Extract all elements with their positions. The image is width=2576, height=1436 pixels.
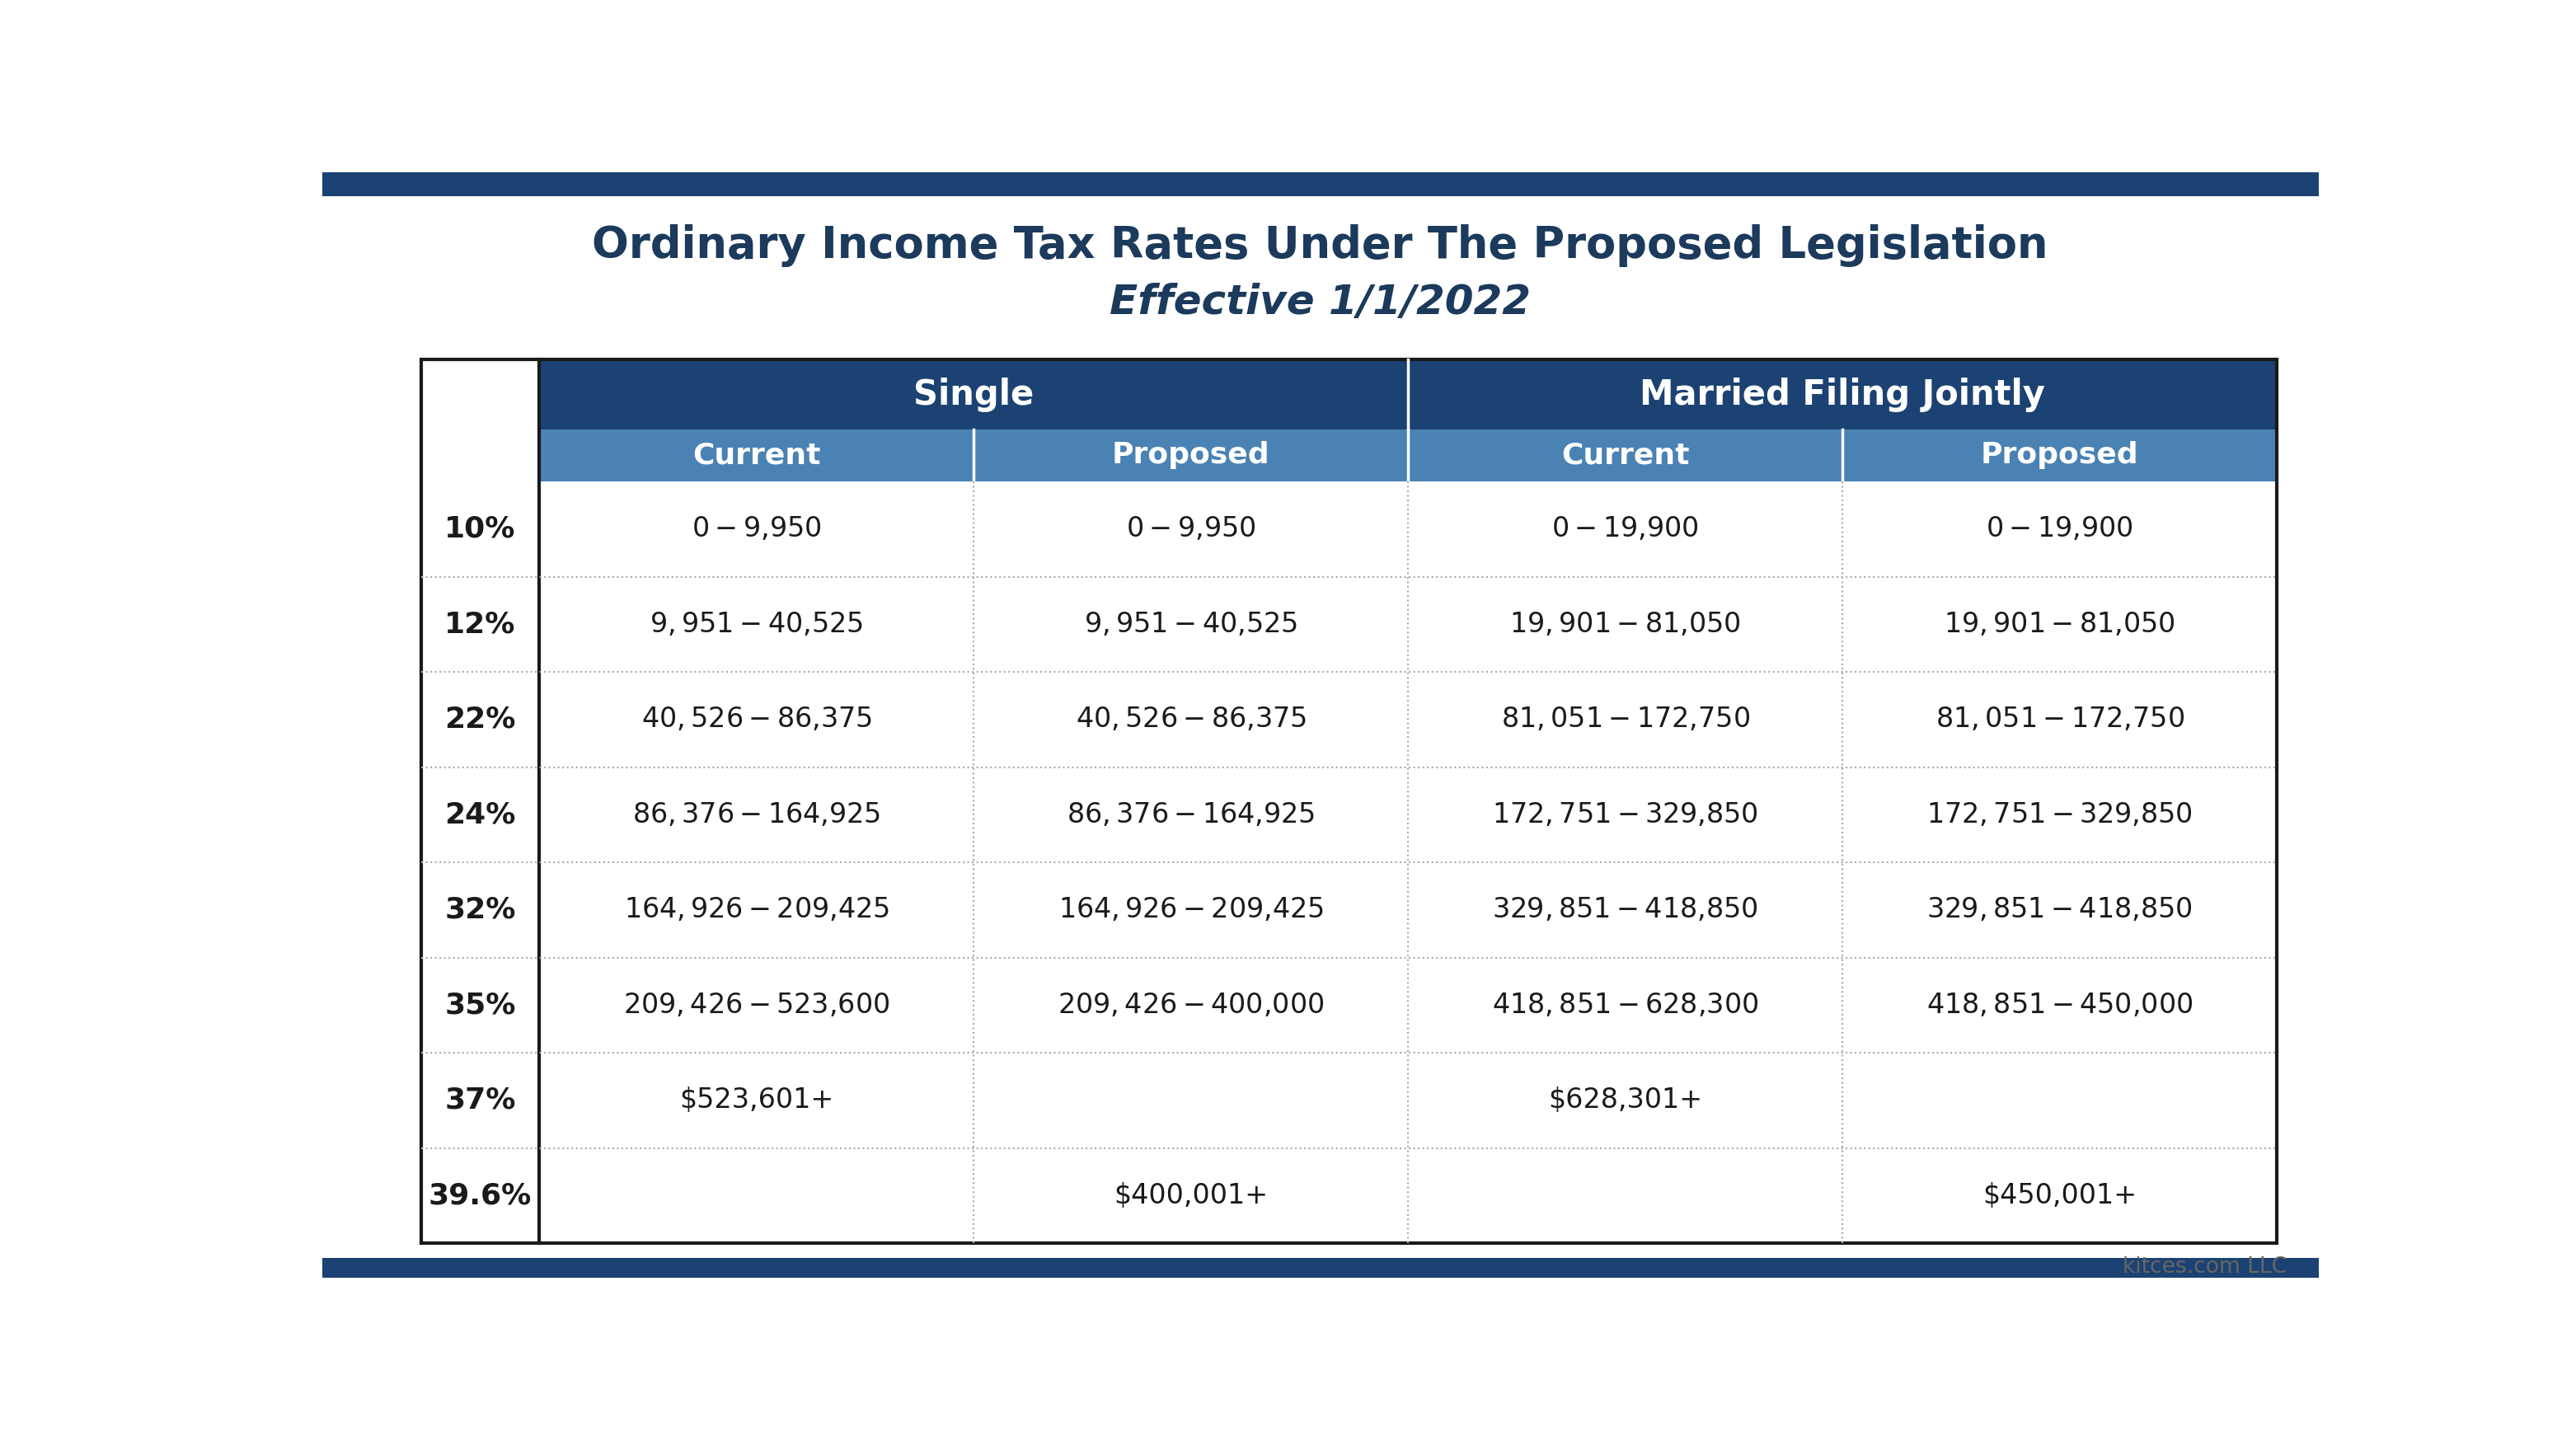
Text: $0 - $19,900: $0 - $19,900: [1551, 516, 1700, 543]
Text: $86,376 - $164,925: $86,376 - $164,925: [1066, 801, 1314, 829]
Text: $172,751 - $329,850: $172,751 - $329,850: [1492, 801, 1759, 829]
Text: $418,851 - $628,300: $418,851 - $628,300: [1492, 991, 1759, 1018]
Text: 22%: 22%: [446, 705, 515, 734]
Text: Married Filing Jointly: Married Filing Jointly: [1641, 378, 2045, 412]
Text: 24%: 24%: [446, 801, 515, 829]
Text: $400,001+: $400,001+: [1113, 1182, 1267, 1209]
Bar: [420, 359, 2277, 1244]
Text: $209,426 - $400,000: $209,426 - $400,000: [1059, 991, 1324, 1018]
Text: kitces.com LLC: kitces.com LLC: [2123, 1256, 2287, 1278]
Text: 35%: 35%: [446, 991, 515, 1020]
Bar: [322, 172, 2318, 197]
Text: Proposed: Proposed: [1113, 441, 1270, 470]
Text: Current: Current: [1561, 441, 1690, 470]
Text: $81,051 - $172,750: $81,051 - $172,750: [1935, 707, 2184, 732]
Text: Ordinary Income Tax Rates Under The Proposed Legislation: Ordinary Income Tax Rates Under The Prop…: [592, 224, 2048, 267]
Text: 37%: 37%: [446, 1086, 515, 1114]
Text: $0 - $19,900: $0 - $19,900: [1986, 516, 2133, 543]
Text: $9,951 - $40,525: $9,951 - $40,525: [1084, 610, 1298, 638]
Bar: [322, 1258, 2318, 1278]
Bar: [420, 359, 2277, 1244]
Text: $40,526 - $86,375: $40,526 - $86,375: [641, 707, 871, 732]
Text: $329,851 - $418,850: $329,851 - $418,850: [1927, 896, 2192, 923]
Text: $164,926 - $209,425: $164,926 - $209,425: [1059, 896, 1324, 923]
Text: $209,426 - $523,600: $209,426 - $523,600: [623, 991, 889, 1018]
Text: $9,951 - $40,525: $9,951 - $40,525: [649, 610, 863, 638]
Text: $0 - $9,950: $0 - $9,950: [1126, 516, 1255, 543]
Text: Single: Single: [914, 378, 1033, 412]
Text: 32%: 32%: [446, 896, 515, 923]
Text: Proposed: Proposed: [1981, 441, 2138, 470]
Text: 12%: 12%: [446, 610, 515, 638]
Text: $0 - $9,950: $0 - $9,950: [690, 516, 822, 543]
Text: $86,376 - $164,925: $86,376 - $164,925: [634, 801, 881, 829]
Text: 39.6%: 39.6%: [428, 1182, 531, 1209]
Text: 10%: 10%: [446, 516, 515, 543]
Bar: [538, 429, 2277, 481]
Text: $450,001+: $450,001+: [1984, 1182, 2138, 1209]
Text: $81,051 - $172,750: $81,051 - $172,750: [1502, 707, 1749, 732]
Bar: [538, 359, 2277, 429]
Text: Current: Current: [693, 441, 822, 470]
Text: $628,301+: $628,301+: [1548, 1087, 1703, 1114]
Text: $418,851 - $450,000: $418,851 - $450,000: [1927, 991, 2192, 1018]
Text: $40,526 - $86,375: $40,526 - $86,375: [1074, 707, 1306, 732]
Text: $329,851 - $418,850: $329,851 - $418,850: [1492, 896, 1759, 923]
Text: $164,926 - $209,425: $164,926 - $209,425: [623, 896, 889, 923]
Text: $172,751 - $329,850: $172,751 - $329,850: [1927, 801, 2192, 829]
Text: Effective 1/1/2022: Effective 1/1/2022: [1110, 283, 1530, 322]
Text: $523,601+: $523,601+: [680, 1087, 835, 1114]
Text: $19,901 - $81,050: $19,901 - $81,050: [1945, 610, 2174, 638]
Text: $19,901 - $81,050: $19,901 - $81,050: [1510, 610, 1741, 638]
